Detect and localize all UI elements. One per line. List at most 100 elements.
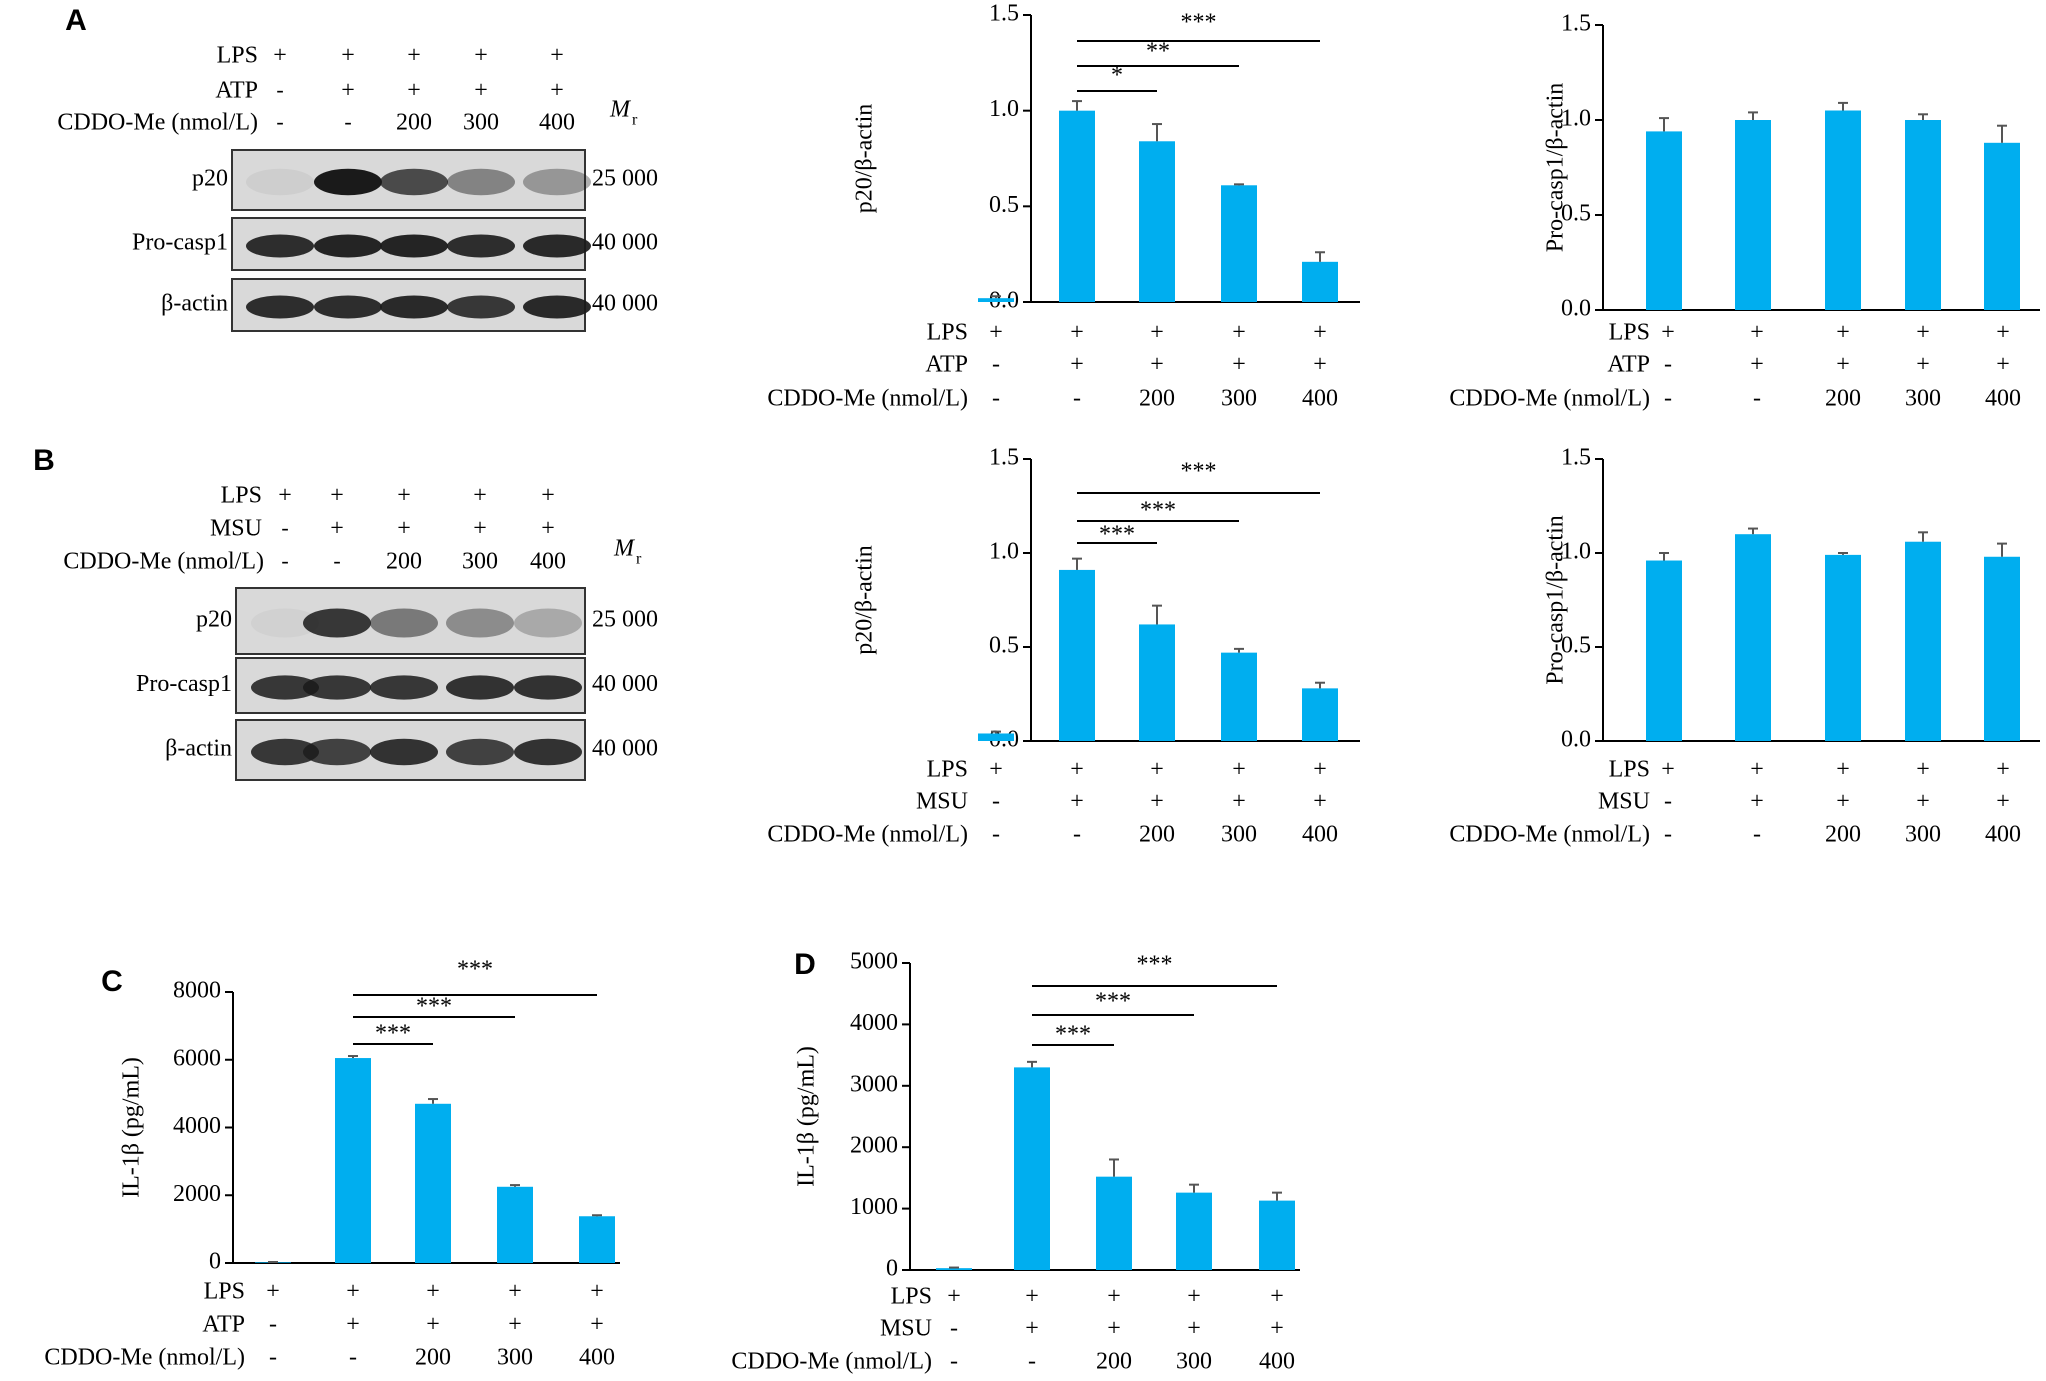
- band-mw-label: 40 000: [592, 671, 658, 697]
- y-tick-label: 1000: [850, 1194, 898, 1220]
- bar: [1221, 652, 1257, 741]
- blot-band: [303, 608, 371, 638]
- condition-mark: 400: [1985, 386, 2021, 412]
- y-tick-label: 1.5: [1561, 11, 1591, 37]
- blot-band: [370, 608, 438, 638]
- condition-mark: +: [1270, 1316, 1284, 1342]
- blot-band: [446, 608, 514, 638]
- y-tick-label: 0.0: [1561, 296, 1591, 322]
- condition-mark: +: [508, 1279, 522, 1305]
- y-tick-label: 1.0: [989, 96, 1019, 122]
- bar: [335, 1058, 371, 1263]
- condition-row-label: MSU: [916, 789, 968, 815]
- band-name-label: β-actin: [165, 736, 232, 762]
- condition-mark: +: [1836, 757, 1850, 783]
- blot-band: [246, 234, 314, 258]
- mr-label: M: [613, 536, 636, 562]
- condition-mark: 300: [1176, 1349, 1212, 1375]
- y-tick-label: 1.5: [1561, 445, 1591, 471]
- condition-mark: +: [541, 516, 555, 542]
- condition-mark: +: [1187, 1316, 1201, 1342]
- condition-row-label: CDDO-Me (nmol/L): [1449, 822, 1650, 848]
- condition-mark: -: [333, 548, 340, 573]
- condition-mark: 400: [1985, 822, 2021, 848]
- blot-band: [370, 738, 438, 766]
- condition-mark: 300: [463, 110, 499, 136]
- significance-stars: ***: [416, 994, 452, 1020]
- condition-mark: +: [1996, 352, 2010, 378]
- condition-row-label: CDDO-Me (nmol/L): [767, 822, 968, 848]
- condition-mark: 400: [1302, 386, 1338, 412]
- condition-mark: -: [1073, 386, 1081, 412]
- condition-mark: +: [1150, 757, 1164, 783]
- significance-stars: ***: [375, 1021, 411, 1047]
- condition-mark: 200: [386, 549, 422, 575]
- condition-mark: +: [1836, 352, 1850, 378]
- condition-mark: +: [407, 43, 421, 69]
- blot-band: [447, 168, 515, 196]
- condition-mark: +: [1025, 1284, 1039, 1310]
- condition-mark: +: [1750, 320, 1764, 346]
- condition-mark: -: [344, 109, 351, 134]
- bar: [1014, 1067, 1050, 1270]
- condition-row-label: CDDO-Me (nmol/L): [57, 110, 258, 136]
- band-name-label: β-actin: [161, 291, 228, 317]
- bar: [1059, 569, 1095, 741]
- condition-mark: +: [473, 483, 487, 509]
- condition-mark: +: [1232, 352, 1246, 378]
- blot-band: [251, 738, 319, 766]
- condition-mark: -: [1073, 822, 1081, 848]
- y-axis-label: IL-1β (pg/mL): [794, 1046, 820, 1187]
- condition-mark: +: [1150, 352, 1164, 378]
- blot-band: [246, 168, 314, 196]
- significance-stars: ***: [1055, 1022, 1091, 1048]
- y-tick-label: 1.0: [1561, 539, 1591, 565]
- condition-mark: +: [1150, 320, 1164, 346]
- condition-mark: +: [1313, 789, 1327, 815]
- significance-stars: *: [1111, 63, 1123, 89]
- condition-row-label: LPS: [1609, 320, 1650, 346]
- bar: [1905, 120, 1941, 310]
- condition-mark: 200: [1096, 1349, 1132, 1375]
- bar: [978, 733, 1014, 741]
- condition-mark: +: [1313, 757, 1327, 783]
- blot-band: [303, 738, 371, 766]
- bar: [1646, 131, 1682, 310]
- y-axis-label: Pro-casp1/β-actin: [1543, 83, 1569, 253]
- condition-mark: -: [950, 1316, 958, 1342]
- condition-mark: +: [474, 43, 488, 69]
- condition-mark: 200: [1825, 822, 1861, 848]
- panel-letter: B: [33, 444, 55, 477]
- condition-mark: +: [346, 1279, 360, 1305]
- condition-mark: -: [992, 789, 1000, 815]
- condition-mark: +: [397, 516, 411, 542]
- condition-row-label: ATP: [925, 352, 968, 378]
- condition-mark: 200: [1139, 822, 1175, 848]
- significance-stars: ***: [1181, 459, 1217, 485]
- condition-mark: -: [992, 822, 1000, 848]
- band-mw-label: 25 000: [592, 607, 658, 633]
- condition-mark: +: [1313, 320, 1327, 346]
- condition-mark: -: [1664, 822, 1672, 848]
- condition-mark: +: [407, 78, 421, 104]
- y-tick-label: 8000: [173, 978, 221, 1004]
- y-tick-label: 0.5: [989, 192, 1019, 218]
- condition-mark: +: [273, 43, 287, 69]
- condition-row-label: MSU: [880, 1316, 932, 1342]
- blot-band: [314, 295, 382, 319]
- band-name-label: p20: [192, 166, 228, 192]
- condition-mark: +: [1232, 789, 1246, 815]
- bar: [1735, 120, 1771, 310]
- condition-mark: +: [1836, 789, 1850, 815]
- bar: [497, 1186, 533, 1263]
- condition-mark: 200: [415, 1345, 451, 1371]
- band-mw-label: 40 000: [592, 291, 658, 317]
- significance-stars: ***: [1137, 952, 1173, 978]
- condition-mark: +: [1916, 789, 1930, 815]
- blot-band: [514, 608, 582, 638]
- condition-mark: +: [1187, 1284, 1201, 1310]
- condition-mark: +: [1025, 1316, 1039, 1342]
- condition-row-label: LPS: [891, 1284, 932, 1310]
